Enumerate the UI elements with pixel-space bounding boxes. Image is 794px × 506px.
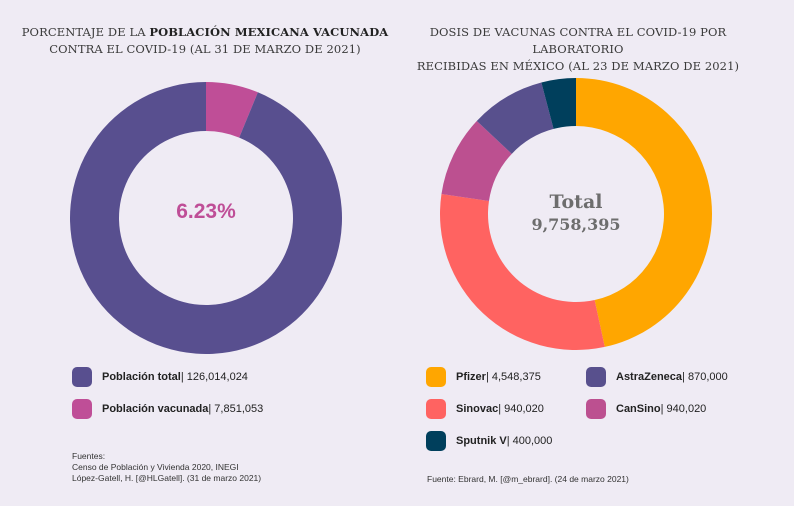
donut-slice-sinovac — [440, 193, 605, 350]
vaccinated-percentage-label: 6.23% — [176, 200, 236, 223]
right-chart-title: DOSIS DE VACUNAS CONTRA EL COVID-19 POR … — [398, 24, 758, 75]
left-title-line2: CONTRA EL COVID-19 (AL 31 DE MARZO DE 20… — [49, 42, 361, 56]
legend-label: Población vacunada — [102, 403, 209, 415]
donut-slice-pfizer — [576, 78, 712, 347]
legend-value: | 4,548,375 — [485, 371, 541, 383]
legend-value: | 7,851,053 — [208, 403, 264, 415]
legend-swatch — [426, 399, 446, 419]
legend-value: | 870,000 — [682, 371, 728, 383]
legend-swatch — [72, 367, 92, 387]
donut-slice-sputnik-v — [541, 78, 576, 129]
donut-slice-cansino — [441, 120, 512, 202]
legend-swatch — [586, 367, 606, 387]
legend-value: | 940,020 — [660, 403, 707, 415]
source-line: Censo de Población y Vivienda 2020, INEG… — [72, 462, 239, 472]
right-title-line1: DOSIS DE VACUNAS CONTRA EL COVID-19 POR … — [429, 25, 727, 56]
legend-label: Pfizer — [456, 371, 486, 383]
legend-swatch — [586, 399, 606, 419]
right-source: Fuente: Ebrard, M. [@m_ebrard]. (24 de m… — [427, 474, 629, 484]
legend-label: Población total — [102, 371, 181, 383]
legend-value: | 126,014,024 — [180, 371, 248, 383]
left-sources: Fuentes: Censo de Población y Vivienda 2… — [72, 451, 261, 484]
source-line: Fuentes: — [72, 451, 106, 461]
legend-label: AstraZeneca — [616, 371, 683, 383]
left-title-bold: POBLACIÓN MEXICANA VACUNADA — [149, 25, 389, 39]
source-line: López-Gatell, H. [@HLGatell]. (31 de mar… — [72, 473, 262, 483]
legend-label: Sinovac — [456, 403, 499, 415]
legend-label: CanSino — [616, 403, 661, 415]
legend-item-astrazeneca: AstraZeneca | 870,000 — [586, 367, 728, 387]
left-title-regular: PORCENTAJE DE LA — [21, 25, 150, 39]
legend-value: | 400,000 — [506, 435, 553, 447]
legend-swatch — [426, 431, 446, 451]
legend-item-sinovac: Sinovac | 940,020 — [426, 399, 544, 419]
total-value: 9,758,395 — [531, 215, 621, 234]
legend-item-poblacion-total: Población total | 126,014,024 — [72, 367, 248, 387]
vaccinated-population-donut — [69, 82, 343, 354]
legend-item-poblacion-vacunada: Población vacunada | 7,851,053 — [72, 399, 263, 419]
legend-swatch — [426, 367, 446, 387]
legend-label: Sputnik V — [456, 435, 507, 447]
legend-item-cansino: CanSino | 940,020 — [586, 399, 706, 419]
vaccine-doses-donut — [440, 78, 712, 350]
donut-slice-poblaci-n-vacunada — [206, 82, 258, 138]
right-title-line2: RECIBIDAS EN MÉXICO (AL 23 DE MARZO DE 2… — [416, 59, 740, 73]
legend-value: | 940,020 — [498, 403, 544, 415]
legend-item-pfizer: Pfizer | 4,548,375 — [426, 367, 541, 387]
donut-slice-astrazeneca — [476, 82, 554, 154]
donut-slice-poblaci-n-total — [69, 82, 343, 354]
left-chart-title: PORCENTAJE DE LA POBLACIÓN MEXICANA VACU… — [20, 24, 390, 58]
legend-item-sputnik-v: Sputnik V | 400,000 — [426, 431, 552, 451]
total-label: Total — [549, 191, 603, 213]
legend-swatch — [72, 399, 92, 419]
total-doses-label: Total 9,758,395 — [506, 190, 646, 236]
